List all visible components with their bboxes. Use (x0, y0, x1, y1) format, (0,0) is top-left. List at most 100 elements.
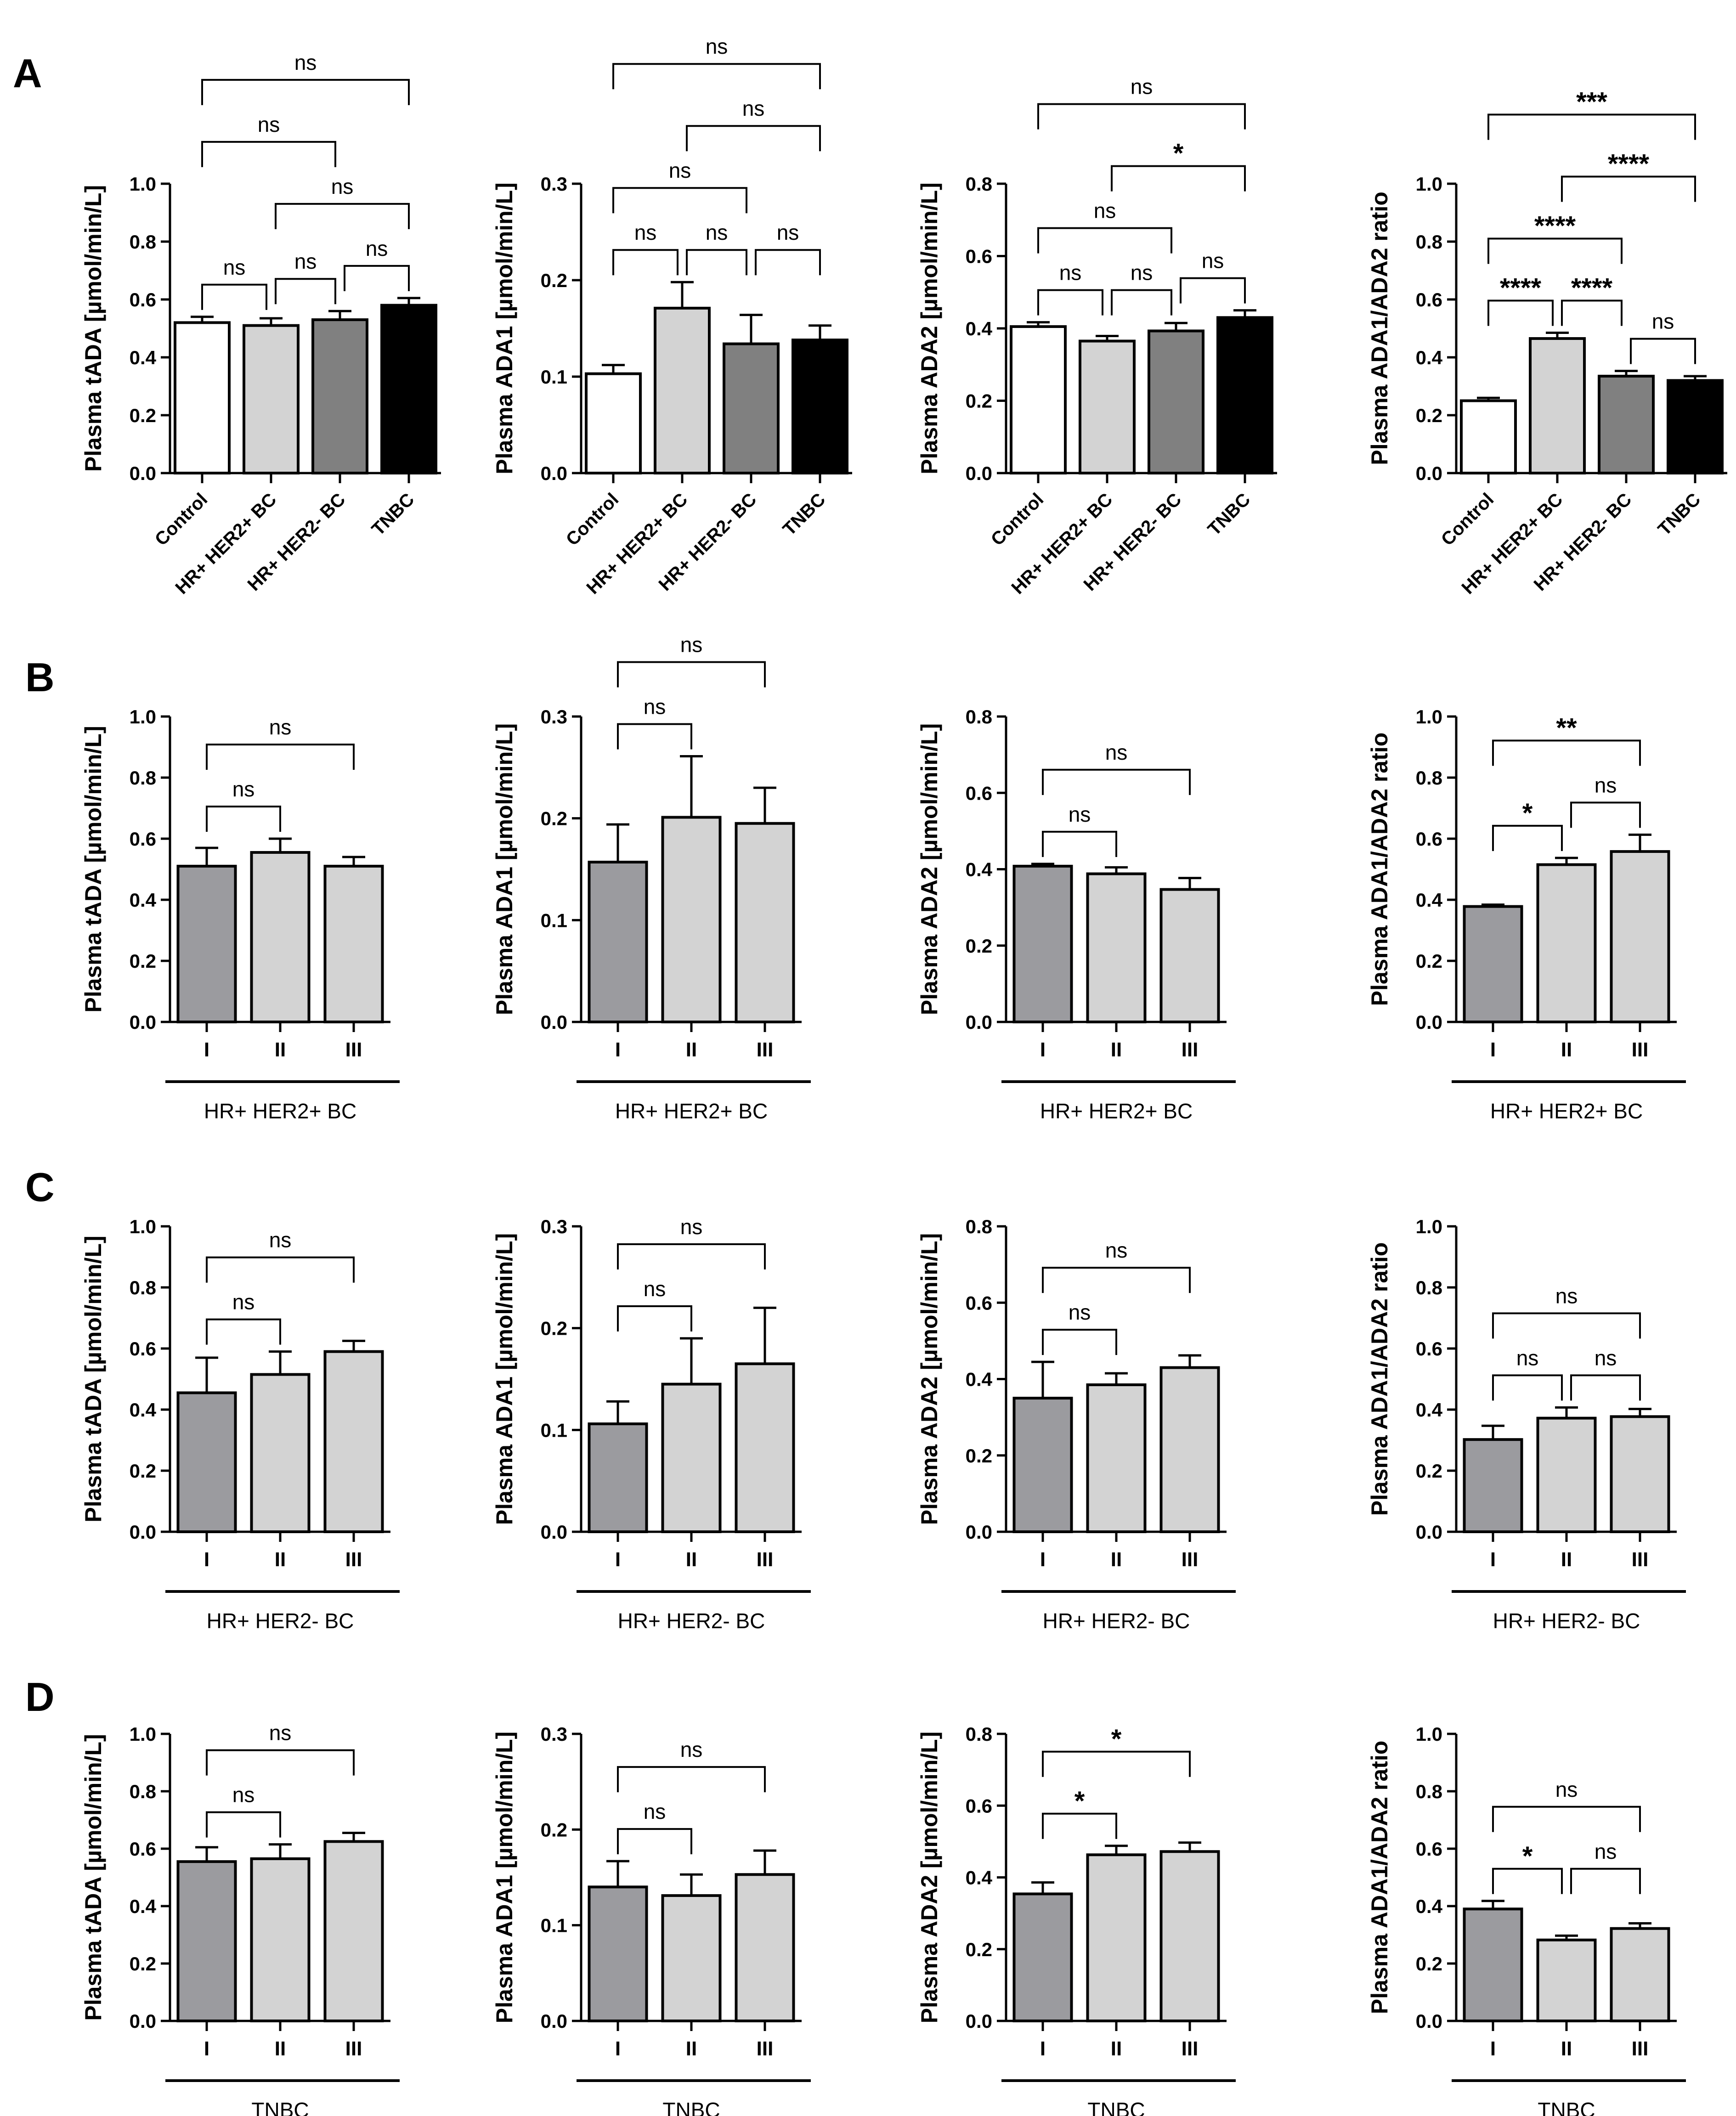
significance-bracket (206, 744, 355, 770)
bar-1 (174, 321, 231, 475)
significance-bracket (1492, 1312, 1641, 1339)
significance-bracket (1492, 1374, 1563, 1401)
significance-label: ns (269, 1721, 292, 1745)
x-category-label: III (757, 2037, 774, 2060)
bar-4 (1216, 316, 1273, 474)
significance-label: ns (742, 96, 765, 120)
y-tick-label: 0.6 (1416, 289, 1442, 310)
significance-label: ns (258, 113, 280, 136)
bar-4 (1667, 379, 1724, 475)
y-tick-label: 0.2 (541, 270, 567, 291)
significance-bracket (1492, 824, 1563, 851)
x-category-label: III (1182, 2037, 1199, 2060)
significance-bracket (201, 283, 267, 310)
y-tick-label: 1.0 (1416, 1723, 1442, 1745)
group-label: HR+ HER2- BC (1043, 1609, 1190, 1633)
bar-2 (250, 1373, 311, 1533)
significance-label: ** (1556, 713, 1577, 743)
x-category-label: III (757, 1548, 774, 1571)
x-category-label: TNBC (368, 489, 418, 540)
x-category-label: III (345, 2037, 362, 2060)
x-category-label: III (1632, 1548, 1649, 1571)
significance-bracket (206, 1811, 281, 1838)
y-tick-label: 0.4 (130, 347, 157, 368)
x-category-label: III (345, 1038, 362, 1061)
chart-c-1: 0.0 0.2 0.4 0.6 0.8 1.0 Plasma tADA [µmol/min/… (80, 1216, 400, 1633)
y-tick-label: 0.2 (541, 1318, 567, 1339)
y-tick-label: 0.6 (1416, 1338, 1442, 1360)
bar-2 (654, 306, 711, 475)
bar-2 (1536, 1416, 1597, 1534)
bar-3 (1610, 1927, 1670, 2022)
y-tick-label: 0.6 (130, 289, 156, 310)
bar-3 (323, 1350, 384, 1533)
significance-bracket (275, 203, 410, 229)
bar-2 (1529, 337, 1586, 474)
significance-label: **** (1608, 149, 1650, 179)
x-category-label: I (1040, 1548, 1046, 1571)
y-tick-label: 0.8 (966, 173, 992, 195)
significance-bracket (617, 1243, 766, 1270)
significance-label: **** (1534, 211, 1576, 241)
x-category-label: TNBC (1654, 489, 1705, 540)
significance-bracket (206, 1256, 355, 1283)
chart-d-3: 0.0 0.2 0.4 0.6 0.8 Plasma ADA2 [µmol/min/L] I… (916, 1723, 1236, 2116)
significance-bracket (1180, 277, 1246, 304)
y-axis-title: Plasma ADA1 [µmol/min/L] (492, 1732, 517, 2023)
y-tick-label: 0.0 (1416, 463, 1442, 484)
x-category-label: II (686, 2037, 697, 2060)
significance-bracket (617, 723, 692, 750)
significance-bracket (1492, 1806, 1641, 1832)
significance-label: ns (366, 237, 388, 260)
significance-bracket (1042, 1329, 1117, 1355)
panel-label-d: D (25, 1674, 55, 1720)
bar-1 (1010, 325, 1067, 474)
y-axis-title: Plasma ADA1 [µmol/min/L] (492, 182, 517, 474)
y-tick-label: 0.4 (130, 889, 157, 911)
significance-label: ns (777, 220, 799, 244)
y-axis-title: Plasma tADA [µmol/min/L] (80, 1236, 106, 1522)
y-tick-label: 0.0 (1416, 1521, 1442, 1543)
bar-2 (1086, 1383, 1147, 1533)
group-label: TNBC (662, 2098, 720, 2116)
significance-label: ns (1555, 1284, 1578, 1308)
x-category-label: II (1111, 1548, 1122, 1571)
chart-a-1: 0.0 0.2 0.4 0.6 0.8 1.0 Plasma tADA [µmol/min/… (80, 51, 441, 598)
y-tick-label: 0.0 (541, 463, 567, 484)
y-tick-label: 0.4 (1416, 889, 1443, 911)
y-tick-label: 0.0 (1416, 2010, 1442, 2032)
x-category-label: III (345, 1548, 362, 1571)
y-axis-title: Plasma ADA1/ADA2 ratio (1367, 1242, 1392, 1516)
significance-bracket (1111, 289, 1172, 316)
significance-bracket (1570, 1868, 1641, 1894)
y-tick-label: 1.0 (130, 706, 156, 728)
y-tick-label: 0.8 (1416, 231, 1442, 253)
y-tick-label: 0.3 (541, 1216, 567, 1237)
significance-bracket (755, 249, 821, 276)
y-tick-label: 0.6 (966, 246, 992, 267)
charts: 0.0 0.2 0.4 0.6 0.8 1.0 Plasma tADA [µmol/min/… (80, 34, 1727, 2116)
bar-1 (176, 864, 237, 1023)
chart-a-2: 0.0 0.1 0.2 0.3 Plasma ADA1 [µmol/min/L] Cont… (492, 34, 852, 598)
significance-label: ns (1131, 75, 1153, 99)
significance-bracket (1042, 768, 1191, 795)
bar-1 (1012, 1892, 1073, 2022)
significance-label: * (1111, 1724, 1122, 1754)
chart-b-3: 0.0 0.2 0.4 0.6 0.8 Plasma ADA2 [µmol/min/L] I… (916, 706, 1236, 1123)
x-category-label: I (1490, 2037, 1496, 2060)
y-tick-label: 0.4 (1416, 347, 1443, 368)
significance-label: ns (1555, 1777, 1578, 1801)
y-tick-label: 0.1 (541, 1915, 567, 1936)
significance-label: ns (634, 220, 657, 244)
y-tick-label: 0.0 (966, 463, 992, 484)
y-tick-label: 0.8 (966, 1723, 992, 1745)
significance-label: ns (680, 1738, 703, 1761)
significance-bracket (617, 1766, 766, 1793)
bar-3 (1598, 374, 1655, 475)
significance-bracket (206, 1749, 355, 1776)
bar-3 (735, 1362, 795, 1533)
chart-c-4: 0.0 0.2 0.4 0.6 0.8 1.0 Plasma ADA1/ADA2 ratio… (1367, 1216, 1686, 1633)
significance-label: ns (1595, 1840, 1617, 1863)
y-tick-label: 0.2 (541, 1819, 567, 1840)
